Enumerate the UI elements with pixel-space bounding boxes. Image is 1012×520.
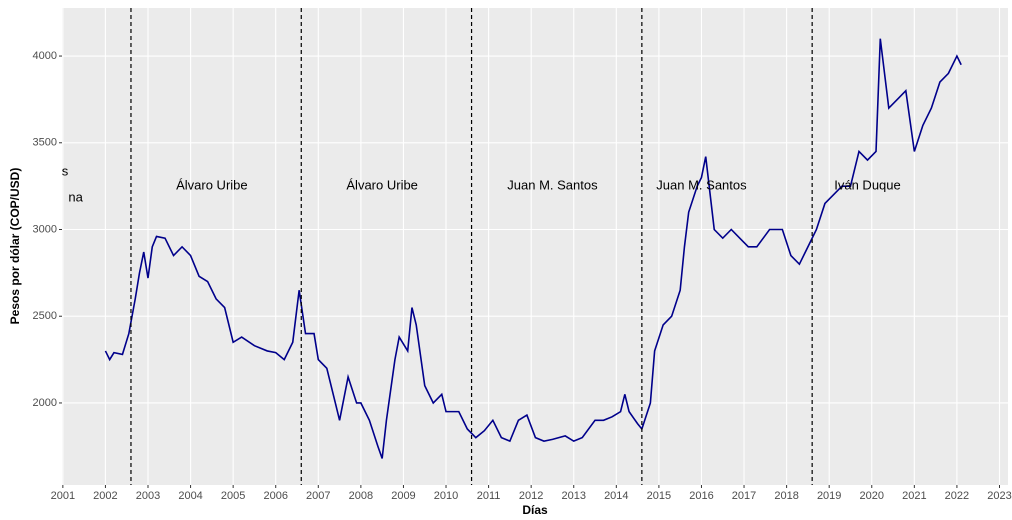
y-tick-label: 2500: [33, 310, 57, 322]
x-tick-label: 2021: [902, 490, 926, 502]
period-label: Álvaro Uribe: [176, 178, 248, 193]
y-tick-label: 4000: [33, 50, 57, 62]
y-axis-title: Pesos por dólar (COP/USD): [8, 168, 22, 325]
x-tick-label: 2018: [774, 490, 798, 502]
x-tick-label: 2023: [987, 490, 1011, 502]
x-axis-title: Días: [522, 503, 548, 517]
period-label: s: [62, 164, 69, 179]
x-tick-label: 2001: [51, 490, 75, 502]
x-tick-label: 2016: [689, 490, 713, 502]
x-tick-label: 2014: [604, 490, 628, 502]
x-tick-label: 2011: [477, 490, 501, 502]
y-tick-label: 3000: [33, 223, 57, 235]
x-tick-label: 2003: [136, 490, 160, 502]
period-label: Iván Duque: [834, 178, 901, 193]
x-tick-label: 2008: [349, 490, 373, 502]
x-tick-label: 2009: [391, 490, 415, 502]
x-tick-label: 2005: [221, 490, 245, 502]
period-label: Juan M. Santos: [507, 178, 598, 193]
x-tick-label: 2002: [93, 490, 117, 502]
x-tick-label: 2017: [732, 490, 756, 502]
x-tick-label: 2006: [263, 490, 287, 502]
x-tick-label: 2019: [817, 490, 841, 502]
plot-panel: [62, 8, 1008, 485]
x-tick-label: 2022: [945, 490, 969, 502]
period-label: Álvaro Uribe: [346, 178, 418, 193]
x-tick-label: 2013: [562, 490, 586, 502]
y-tick-label: 3500: [33, 137, 57, 149]
period-label: Juan M. Santos: [656, 178, 747, 193]
x-tick-label: 2010: [434, 490, 458, 502]
x-tick-label: 2007: [306, 490, 330, 502]
period-label: na: [68, 190, 83, 205]
y-tick-label: 2000: [33, 397, 57, 409]
x-tick-label: 2004: [178, 490, 202, 502]
x-tick-label: 2015: [647, 490, 671, 502]
line-series: [104, 38, 962, 459]
x-tick-label: 2020: [860, 490, 884, 502]
x-tick-label: 2012: [519, 490, 543, 502]
